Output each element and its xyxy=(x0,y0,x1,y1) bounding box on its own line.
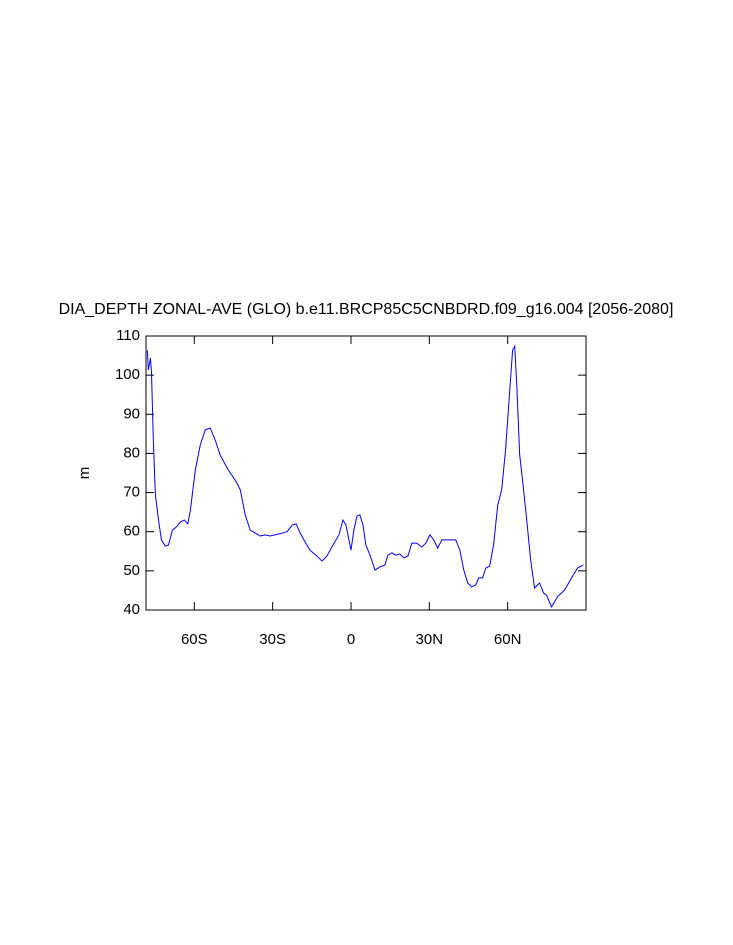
x-tick-label: 60N xyxy=(494,631,522,648)
data-line xyxy=(146,344,584,608)
y-tick-label: 50 xyxy=(123,562,140,579)
y-tick-label: 40 xyxy=(123,601,140,618)
x-tick-label: 30N xyxy=(416,631,444,648)
x-tick-label: 30S xyxy=(259,631,286,648)
y-tick-label: 90 xyxy=(123,405,140,422)
x-tick-label: 60S xyxy=(181,631,208,648)
y-tick-label: 60 xyxy=(123,523,140,540)
y-tick-label: 100 xyxy=(115,366,140,383)
plot-frame xyxy=(145,335,587,611)
y-tick-label: 110 xyxy=(116,327,140,344)
y-tick-label: 70 xyxy=(123,484,140,501)
y-axis-label: m xyxy=(76,467,93,480)
x-tick-label: 0 xyxy=(347,631,355,648)
chart-title: DIA_DEPTH ZONAL-AVE (GLO) b.e11.BRCP85C5… xyxy=(59,301,674,318)
y-tick-label: 80 xyxy=(123,444,140,461)
